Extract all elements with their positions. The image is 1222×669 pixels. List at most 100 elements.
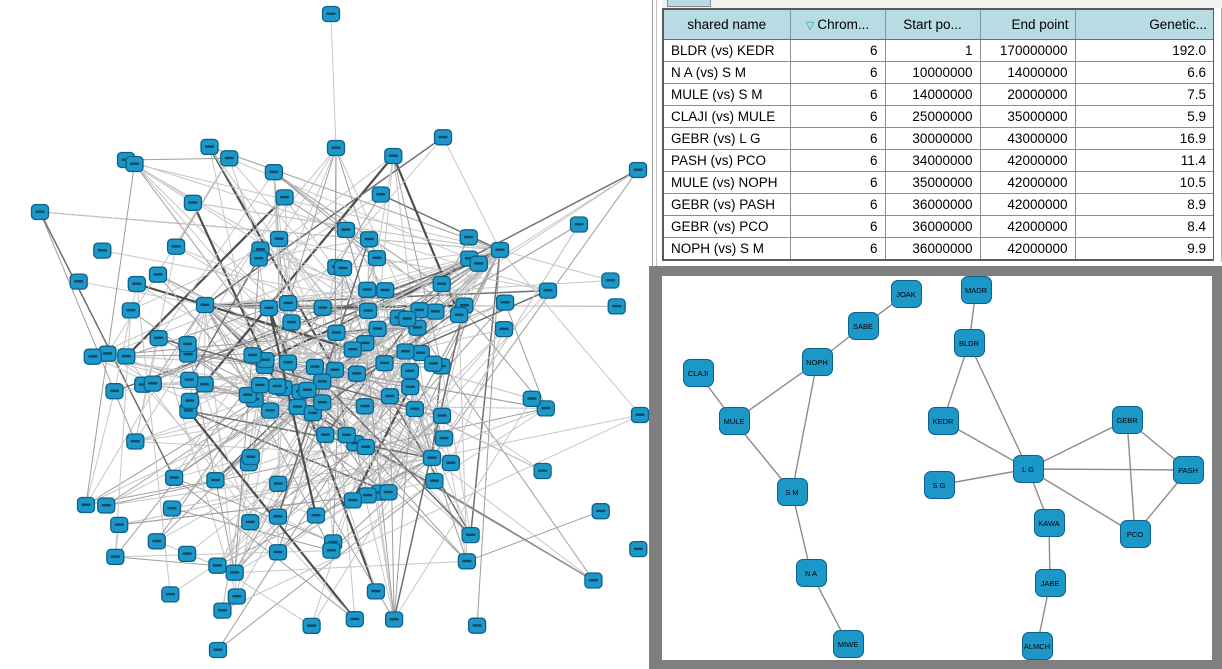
graph-node[interactable] <box>376 282 395 299</box>
graph-node[interactable] <box>424 355 443 372</box>
graph-node[interactable] <box>227 588 246 605</box>
graph-node[interactable] <box>269 475 288 492</box>
graph-node[interactable] <box>326 139 346 157</box>
column-header-2[interactable]: Start po... <box>885 9 981 40</box>
graph-node[interactable] <box>278 354 298 371</box>
graph-node[interactable] <box>533 462 552 480</box>
graph-node[interactable] <box>180 392 200 410</box>
graph-node[interactable] <box>110 516 129 534</box>
graph-node[interactable] <box>522 390 541 407</box>
table-row[interactable]: PASH (vs) PCO 6 34000000 42000000 11.4 <box>663 149 1214 172</box>
graph-node[interactable] <box>225 564 244 581</box>
graph-node[interactable] <box>316 426 335 444</box>
graph-node[interactable] <box>195 376 214 393</box>
graph-node[interactable] <box>148 266 168 283</box>
graph-node[interactable] <box>432 275 451 293</box>
graph-node[interactable] <box>278 295 298 312</box>
graph-node[interactable] <box>147 533 166 550</box>
graph-node[interactable] <box>321 5 341 23</box>
graph-node[interactable] <box>367 249 387 267</box>
network-node-s-m[interactable]: S M <box>776 478 808 506</box>
graph-node[interactable] <box>149 329 168 347</box>
graph-node[interactable] <box>591 503 610 520</box>
graph-node[interactable] <box>213 602 232 619</box>
graph-node[interactable] <box>457 553 477 570</box>
table-row[interactable]: GEBR (vs) PCO 6 36000000 42000000 8.4 <box>663 215 1214 238</box>
network-edge[interactable] <box>1126 419 1136 535</box>
graph-node[interactable] <box>208 557 227 574</box>
graph-node[interactable] <box>375 355 394 372</box>
graph-node[interactable] <box>355 398 375 415</box>
graph-node[interactable] <box>366 583 386 600</box>
graph-node[interactable] <box>422 449 442 467</box>
graph-node[interactable] <box>306 507 326 524</box>
column-header-0[interactable]: shared name <box>663 9 791 40</box>
graph-node[interactable] <box>630 406 650 424</box>
graph-node[interactable] <box>243 347 262 364</box>
network-node-bldr[interactable]: BLDR <box>953 329 985 357</box>
network-node-n-a[interactable]: N A <box>795 559 827 587</box>
graph-node[interactable] <box>180 371 199 389</box>
graph-node[interactable] <box>449 306 469 324</box>
table-row[interactable]: GEBR (vs) L G 6 30000000 43000000 16.9 <box>663 127 1214 150</box>
table-row[interactable]: MULE (vs) NOPH 6 35000000 42000000 10.5 <box>663 171 1214 194</box>
table-tab-fragment[interactable] <box>667 0 711 7</box>
graph-node[interactable] <box>325 361 345 379</box>
graph-node[interactable] <box>426 303 445 320</box>
network-node-kawa[interactable]: KAWA <box>1033 509 1065 537</box>
graph-node[interactable] <box>327 324 346 341</box>
graph-node[interactable] <box>178 336 197 353</box>
graph-node[interactable] <box>126 433 145 450</box>
graph-node[interactable] <box>441 454 461 472</box>
graph-node[interactable] <box>166 238 186 255</box>
graph-node[interactable] <box>358 281 377 298</box>
network-node-joak[interactable]: JOAK <box>890 280 922 308</box>
table-row[interactable]: BLDR (vs) KEDR 6 1 170000000 192.0 <box>663 39 1214 62</box>
graph-node[interactable] <box>260 402 280 419</box>
graph-node[interactable] <box>195 296 215 314</box>
network-node-pash[interactable]: PASH <box>1172 456 1204 484</box>
network-node-noph[interactable]: NOPH <box>801 348 833 376</box>
graph-node[interactable] <box>347 365 367 382</box>
column-header-4[interactable]: Genetic... <box>1075 9 1214 40</box>
graph-node[interactable] <box>275 189 294 206</box>
graph-node[interactable] <box>469 255 488 272</box>
column-header-1[interactable]: ▽ Chrom... <box>790 9 886 40</box>
graph-node[interactable] <box>538 282 558 299</box>
graph-node[interactable] <box>569 216 589 233</box>
graph-node[interactable] <box>313 373 332 390</box>
graph-node[interactable] <box>433 129 453 146</box>
graph-node[interactable] <box>206 472 225 489</box>
graph-node[interactable] <box>268 544 288 561</box>
table-row[interactable]: N A (vs) S M 6 10000000 14000000 6.6 <box>663 61 1214 84</box>
network-node-jabe[interactable]: JABE <box>1034 569 1066 597</box>
network-node-l-g[interactable]: L G <box>1012 455 1044 483</box>
graph-node[interactable] <box>379 484 398 501</box>
graph-node[interactable] <box>343 341 362 358</box>
network-node-madr[interactable]: MADR <box>960 276 992 304</box>
graph-node[interactable] <box>368 320 387 338</box>
graph-node[interactable] <box>345 611 364 628</box>
graph-node[interactable] <box>536 400 555 417</box>
column-header-3[interactable]: End point <box>980 9 1076 40</box>
graph-node[interactable] <box>127 275 146 293</box>
graph-node[interactable] <box>105 383 124 400</box>
graph-node[interactable] <box>343 492 362 509</box>
graph-node[interactable] <box>161 586 180 603</box>
graph-node[interactable] <box>282 314 301 331</box>
graph-node[interactable] <box>401 378 420 396</box>
graph-node[interactable] <box>607 298 626 315</box>
network-edge[interactable] <box>791 361 818 493</box>
graph-node[interactable] <box>305 358 325 376</box>
graph-node[interactable] <box>405 400 425 418</box>
graph-node[interactable] <box>396 343 415 360</box>
network-node-pco[interactable]: PCO <box>1119 520 1151 548</box>
table-row[interactable]: CLAJI (vs) MULE 6 25000000 35000000 5.9 <box>663 105 1214 128</box>
graph-node[interactable] <box>269 230 289 248</box>
table-scrollbar-track[interactable] <box>1214 8 1222 262</box>
graph-node[interactable] <box>183 194 203 211</box>
graph-node[interactable] <box>241 514 260 531</box>
network-node-miwe[interactable]: MIWE <box>832 630 864 658</box>
graph-node[interactable] <box>241 448 260 466</box>
network-node-kedr[interactable]: KEDR <box>927 407 959 435</box>
